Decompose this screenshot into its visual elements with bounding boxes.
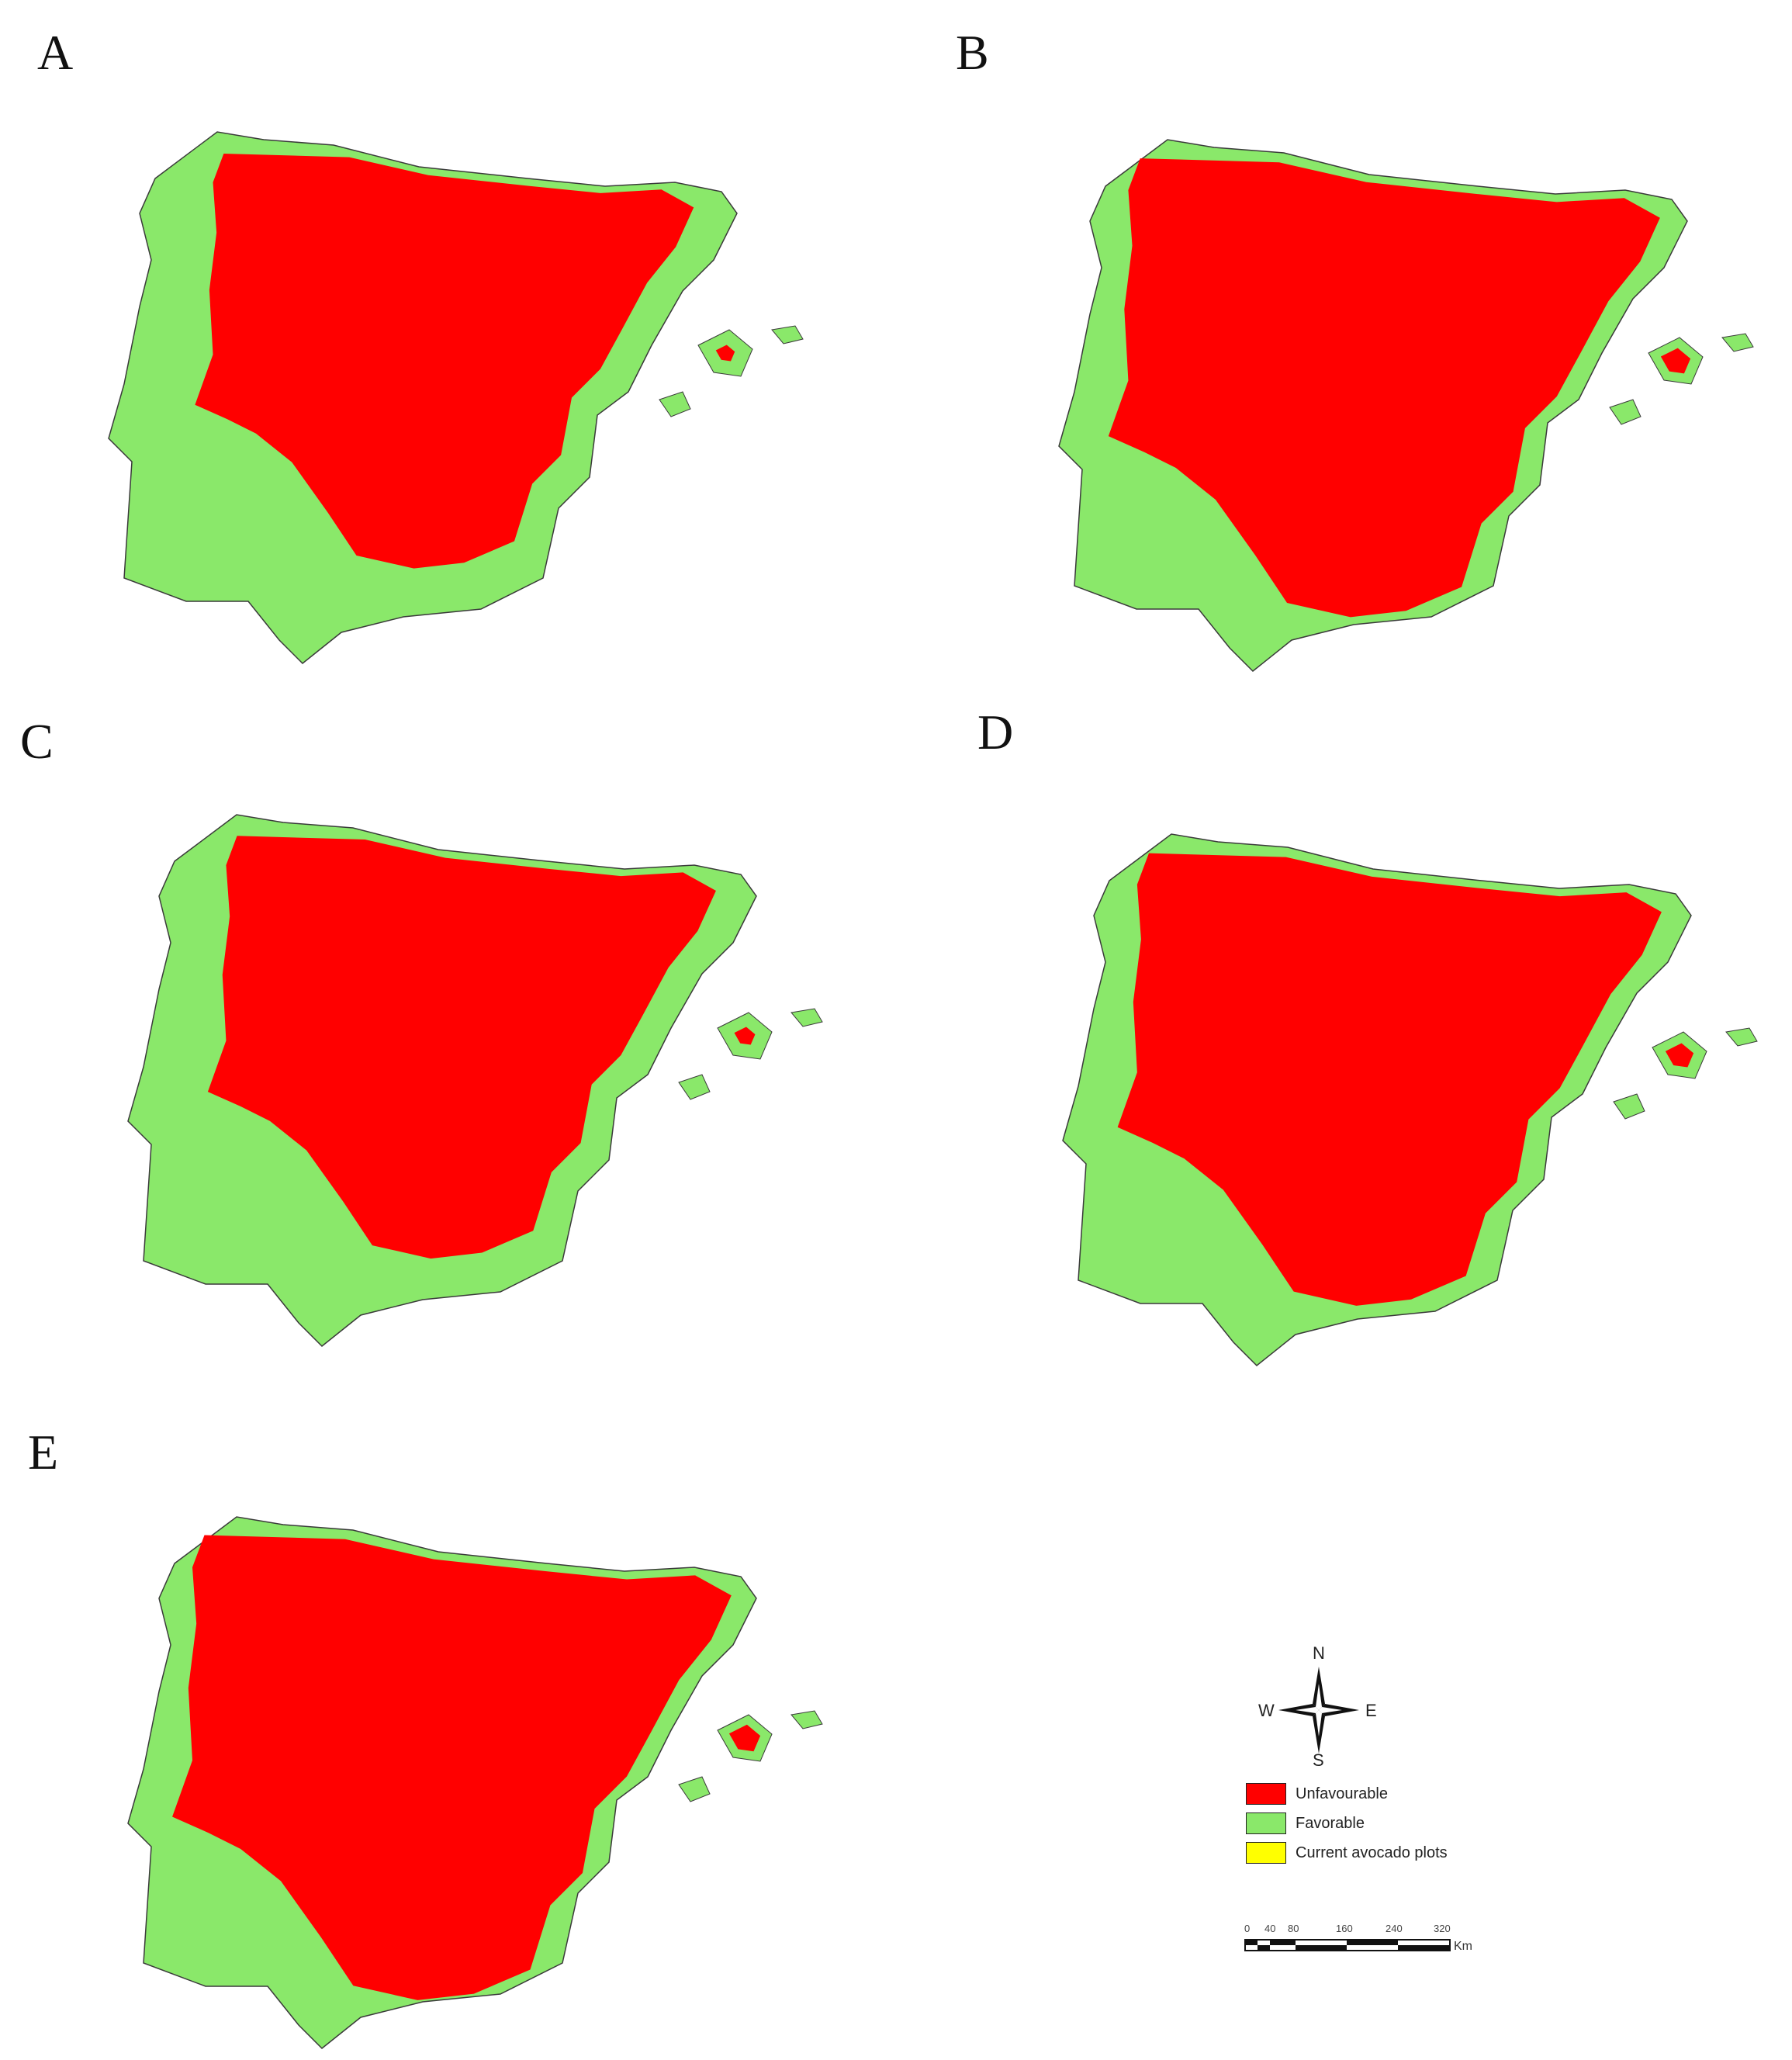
unfavourable-area [195, 154, 694, 569]
legend-swatch-unfavourable [1246, 1783, 1286, 1805]
scale-tick-0: 0 [1244, 1923, 1251, 1934]
island-unfavourable-area [1665, 1043, 1694, 1068]
scale-tick-160: 160 [1336, 1923, 1353, 1934]
scale-tick-320: 320 [1434, 1923, 1451, 1934]
legend-item-unfavourable: Unfavourable [1246, 1783, 1388, 1805]
panel-letter-c: C [20, 714, 54, 769]
compass-east: E [1365, 1701, 1377, 1720]
compass-west: W [1258, 1701, 1275, 1720]
scale-unit: Km [1454, 1940, 1472, 1953]
island-1 [1721, 333, 1754, 352]
panel-letter-b: B [956, 25, 989, 80]
island-1 [790, 1710, 823, 1729]
island-unfavourable-area [728, 1724, 761, 1752]
legend-label-avocado-plots: Current avocado plots [1296, 1844, 1448, 1861]
legend: N S W E Unfavourable Favorable Current a… [1233, 1643, 1637, 1979]
legend-label-favorable: Favorable [1296, 1814, 1365, 1832]
unfavourable-area [1117, 853, 1662, 1306]
unfavourable-area [172, 1535, 732, 2000]
island-2 [1609, 399, 1642, 425]
legend-label-unfavourable: Unfavourable [1296, 1785, 1388, 1802]
island-unfavourable-area [715, 344, 735, 362]
island-2 [678, 1074, 711, 1100]
map-panel-e [127, 1516, 823, 2050]
scale-bar [1244, 1939, 1451, 1951]
panel-letter-e: E [28, 1425, 59, 1480]
legend-item-favorable: Favorable [1246, 1812, 1365, 1834]
map-panel-a [108, 131, 804, 665]
unfavourable-area [207, 836, 716, 1259]
compass-north: N [1313, 1643, 1325, 1663]
panel-letter-d: D [977, 705, 1014, 760]
compass-south: S [1313, 1750, 1324, 1770]
island-1 [1725, 1027, 1758, 1047]
legend-swatch-avocado-plots [1246, 1842, 1286, 1864]
scale-tick-40: 40 [1264, 1923, 1276, 1934]
map-panel-d [1062, 833, 1758, 1367]
compass-rose-icon [1278, 1667, 1359, 1754]
island-2 [659, 391, 691, 417]
map-panel-b [1058, 139, 1754, 673]
island-unfavourable-area [1660, 348, 1691, 374]
scale-tick-80: 80 [1288, 1923, 1299, 1934]
island-2 [1613, 1093, 1645, 1120]
island-2 [678, 1776, 711, 1802]
island-1 [790, 1008, 823, 1027]
unfavourable-area [1108, 158, 1660, 618]
island-1 [771, 325, 804, 344]
panel-letter-a: A [37, 25, 74, 80]
map-panel-c [127, 814, 823, 1348]
legend-item-avocado-plots: Current avocado plots [1246, 1842, 1448, 1864]
island-unfavourable-area [734, 1027, 756, 1045]
legend-swatch-favorable [1246, 1812, 1286, 1834]
scale-tick-240: 240 [1386, 1923, 1403, 1934]
